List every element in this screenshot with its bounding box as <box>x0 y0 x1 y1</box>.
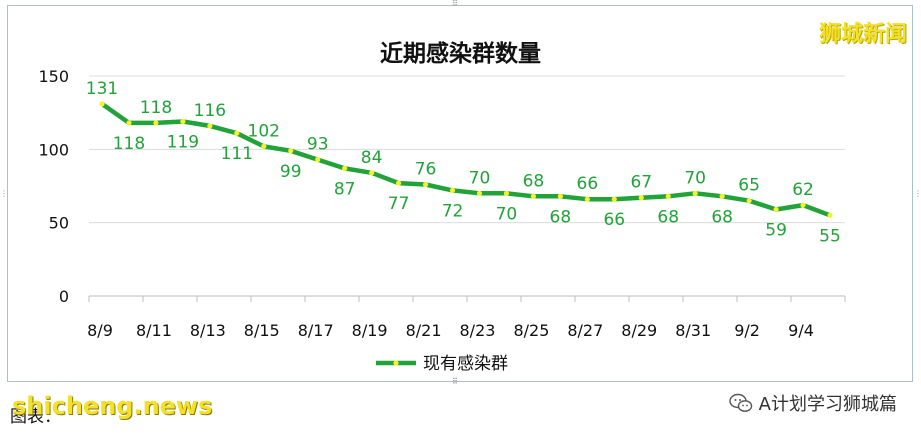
data-label: 67 <box>630 173 652 193</box>
y-tick-label: 0 <box>59 287 69 306</box>
data-label: 118 <box>140 98 172 118</box>
source-label: 图表： <box>10 407 61 427</box>
data-label: 72 <box>442 201 464 221</box>
x-tick-label: 9/4 <box>788 321 814 340</box>
data-label: 111 <box>221 144 253 164</box>
data-point <box>719 193 725 199</box>
x-tick-label: 8/29 <box>621 321 657 340</box>
data-label: 68 <box>523 171 545 191</box>
data-point <box>99 101 105 107</box>
y-tick-label: 100 <box>38 140 69 159</box>
data-point <box>503 190 510 196</box>
data-point <box>369 170 375 176</box>
data-label: 68 <box>657 207 679 227</box>
x-tick-label: 8/11 <box>136 321 172 340</box>
data-label: 59 <box>765 220 787 240</box>
data-point <box>665 193 671 199</box>
data-point <box>638 195 644 201</box>
data-point <box>800 202 806 208</box>
x-axis: 8/9 8/11 8/13 8/15 8/17 8/19 8/21 8/23 8/25 8/27 8… <box>87 295 846 340</box>
gridlines <box>89 75 845 224</box>
y-tick-label: 150 <box>38 67 69 86</box>
data-label: 119 <box>167 132 199 152</box>
data-label: 70 <box>496 204 518 224</box>
data-label: 55 <box>819 226 841 246</box>
data-point <box>288 148 294 154</box>
data-label: 62 <box>792 180 814 200</box>
data-point <box>530 193 537 199</box>
data-label: 70 <box>469 168 491 188</box>
chart-title: 近期感染群数量 <box>380 41 541 67</box>
legend-swatch-marker <box>393 360 399 366</box>
resize-handle-top[interactable]: ⠿ <box>452 0 458 8</box>
data-point <box>422 181 429 188</box>
watermark-logo: 狮城新闻 <box>818 22 907 47</box>
data-label: 131 <box>86 79 118 99</box>
x-tick-label: 8/21 <box>406 321 442 340</box>
data-point <box>584 196 590 202</box>
data-label: 77 <box>388 194 410 214</box>
data-point <box>153 120 159 126</box>
data-labels: 1311181181191161111029993878477767270706… <box>86 79 841 246</box>
data-point <box>207 123 213 129</box>
source-site: shicheng.news <box>12 392 213 420</box>
data-label: 116 <box>194 101 226 121</box>
data-point <box>180 118 186 125</box>
data-point <box>342 165 348 171</box>
source-caption: 图表： shicheng.news <box>10 392 212 427</box>
data-label: 66 <box>603 210 625 230</box>
x-tick-label: 8/17 <box>298 321 334 340</box>
wechat-icon <box>728 393 752 412</box>
resize-handle-bottom[interactable]: ⠿ <box>452 377 458 386</box>
y-axis-ticks: 0 50 100 150 <box>38 67 69 306</box>
data-point <box>315 157 321 163</box>
wechat-account: A计划学习狮城篇 <box>728 390 897 416</box>
x-tick-label: 8/15 <box>244 321 280 340</box>
data-label: 118 <box>113 134 145 154</box>
data-label: 66 <box>577 174 599 194</box>
data-point <box>827 212 833 218</box>
data-label: 76 <box>415 160 437 180</box>
data-point <box>611 196 617 202</box>
data-label: 68 <box>550 207 572 227</box>
data-point <box>746 198 752 204</box>
data-label: 102 <box>248 121 280 141</box>
resize-handle-right[interactable]: ⋮ <box>914 189 921 198</box>
data-point <box>773 206 779 213</box>
data-label: 70 <box>684 168 706 188</box>
data-label: 99 <box>280 162 302 182</box>
data-point <box>234 130 240 136</box>
x-tick-label: 8/9 <box>87 321 113 340</box>
data-point <box>692 190 698 196</box>
legend-label: 现有感染群 <box>423 354 508 374</box>
legend: 现有感染群 <box>376 354 508 374</box>
data-label: 68 <box>711 207 733 227</box>
data-point <box>557 193 563 199</box>
wechat-account-name: A计划学习狮城篇 <box>758 394 897 415</box>
data-point <box>126 120 132 126</box>
data-label: 84 <box>361 148 383 168</box>
data-label: 65 <box>738 176 760 196</box>
data-label: 87 <box>334 179 356 199</box>
data-point <box>261 143 267 149</box>
x-tick-label: 8/23 <box>460 321 496 340</box>
data-point <box>395 180 402 186</box>
x-tick-label: 8/27 <box>567 321 603 340</box>
data-label: 93 <box>307 135 329 155</box>
x-tick-label: 9/2 <box>734 321 760 340</box>
y-tick-label: 50 <box>49 214 69 233</box>
data-point <box>449 187 456 193</box>
chart-frame <box>7 5 913 382</box>
x-tick-label: 8/25 <box>513 321 549 340</box>
resize-handle-left[interactable]: ⋮ <box>0 189 8 198</box>
x-tick-label: 8/13 <box>190 321 226 340</box>
series-line <box>99 101 833 218</box>
x-tick-label: 8/31 <box>675 321 711 340</box>
series-layer <box>99 101 833 218</box>
x-tick-label: 8/19 <box>352 321 388 340</box>
data-point <box>476 190 483 196</box>
